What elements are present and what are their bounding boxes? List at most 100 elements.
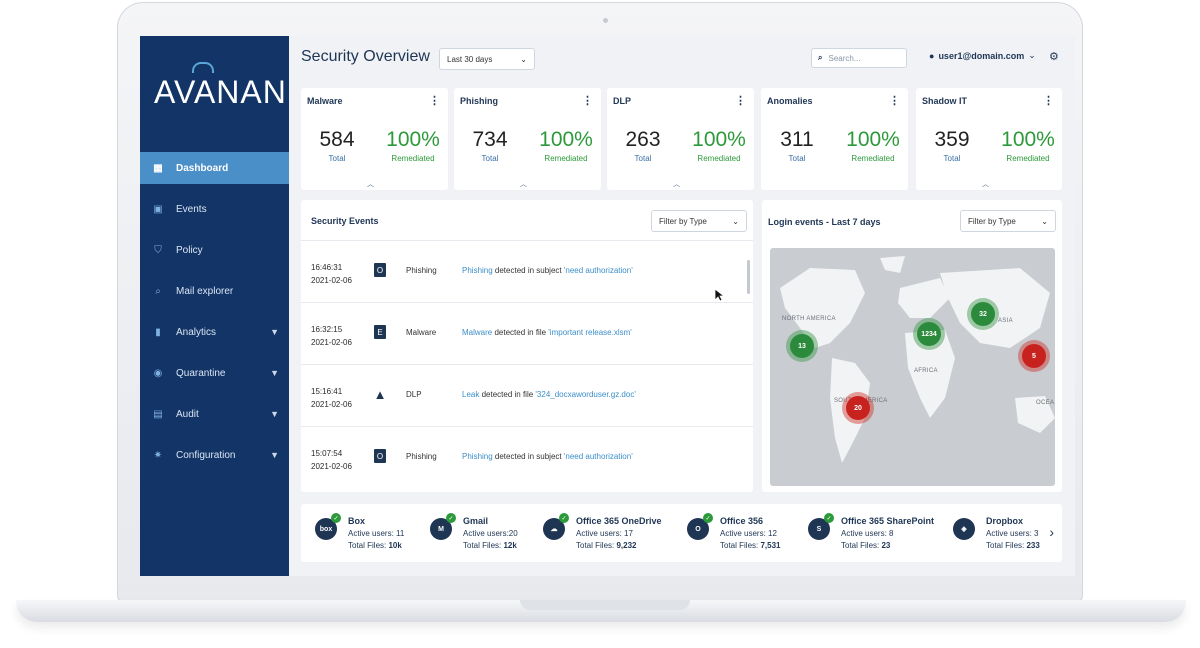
chevron-down-icon: ▼ xyxy=(270,450,279,460)
sidebar-item-mail-explorer[interactable]: ⌕ Mail explorer xyxy=(140,275,289,307)
metric-remediated-label: Remediated xyxy=(1006,154,1050,163)
app-files: 12k xyxy=(503,541,517,550)
more-options-icon[interactable]: ⋮ xyxy=(429,95,440,107)
chevron-down-icon: ⌄ xyxy=(1028,50,1036,60)
event-row[interactable]: 15:16:41 2021-02-06 ▲ DLP Leak detected … xyxy=(301,364,753,427)
events-scrollbar[interactable] xyxy=(747,260,750,294)
audit-icon: ▤ xyxy=(153,408,163,420)
event-description: Malware detected in file 'important rele… xyxy=(462,328,632,337)
more-options-icon[interactable]: ⋮ xyxy=(735,95,746,107)
chevron-up-icon[interactable]: ︿ xyxy=(367,181,374,188)
app-name: Gmail xyxy=(463,516,489,526)
login-cluster-marker[interactable]: 13 xyxy=(790,334,814,358)
app-files-label: Total Files: xyxy=(576,541,617,550)
sidebar-item-quarantine[interactable]: ◉ Quarantine ▼ xyxy=(140,357,289,389)
metric-total: 263 xyxy=(625,128,661,151)
event-text: detected in file xyxy=(492,328,549,337)
sidebar-item-policy[interactable]: ⛉ Policy xyxy=(140,234,289,266)
sidebar: AVANAN ▦ Dashboard ▣ Events ⛉ Policy ⌕ M… xyxy=(140,36,289,576)
quarantine-icon: ◉ xyxy=(153,367,163,379)
check-icon: ✓ xyxy=(703,513,713,523)
event-time: 15:07:54 xyxy=(311,449,343,458)
metric-total-label: Total xyxy=(788,154,806,163)
laptop-notch xyxy=(520,600,690,610)
chevron-up-icon[interactable]: ︿ xyxy=(520,181,527,188)
metric-remediated: 100% xyxy=(386,128,440,151)
date-range-select[interactable]: Last 30 days ⌄ xyxy=(439,48,535,70)
app-box[interactable]: Box Active users: 11 Total Files: 10k xyxy=(348,516,404,552)
world-map[interactable]: NORTH AMERICA ASIA AFRICA SOUTH AMERICA … xyxy=(770,248,1055,486)
app-screen: AVANAN ▦ Dashboard ▣ Events ⛉ Policy ⌕ M… xyxy=(140,36,1075,576)
app-users: Active users: 17 xyxy=(576,529,633,538)
event-timestamp: 16:32:15 2021-02-06 xyxy=(311,323,352,349)
event-date: 2021-02-06 xyxy=(311,400,352,409)
event-subject: 'need authorization' xyxy=(563,266,633,275)
more-options-icon[interactable]: ⋮ xyxy=(1043,95,1054,107)
more-options-icon[interactable]: ⋮ xyxy=(582,95,593,107)
event-row[interactable]: 16:46:31 2021-02-06 O Phishing Phishing … xyxy=(301,240,753,303)
sidebar-item-analytics[interactable]: ▮ Analytics ▼ xyxy=(140,316,289,348)
security-events-panel: Security Events Filter by Type ⌄ 16:46:3… xyxy=(301,200,753,492)
page-title: Security Overview xyxy=(301,48,430,65)
sidebar-item-label: Mail explorer xyxy=(176,285,234,297)
metric-remediated-label: Remediated xyxy=(697,154,741,163)
app-gmail[interactable]: Gmail Active users:20 Total Files: 12k xyxy=(463,516,518,552)
chevron-up-icon[interactable]: ︿ xyxy=(673,181,680,188)
logo-umbrella-icon xyxy=(192,62,214,73)
settings-gear-icon[interactable]: ⚙ xyxy=(1049,51,1059,63)
login-cluster-marker[interactable]: 5 xyxy=(1022,344,1046,368)
app-files-label: Total Files: xyxy=(841,541,882,550)
chevron-up-icon[interactable]: ︿ xyxy=(982,181,989,188)
app-onedrive[interactable]: Office 365 OneDrive Active users: 17 Tot… xyxy=(576,516,662,552)
more-options-icon[interactable]: ⋮ xyxy=(889,95,900,107)
gear-icon: ✷ xyxy=(153,449,163,461)
app-users: Active users:20 xyxy=(463,529,518,538)
event-link[interactable]: Leak xyxy=(462,390,480,399)
app-sharepoint[interactable]: Office 365 SharePoint Active users: 8 To… xyxy=(841,516,934,552)
calendar-icon: ▣ xyxy=(153,203,163,215)
app-dropbox[interactable]: Dropbox Active users: 3 Total Files: 233 xyxy=(986,516,1040,552)
sidebar-item-events[interactable]: ▣ Events xyxy=(140,193,289,225)
gmail-icon: M xyxy=(430,518,452,540)
check-icon: ✓ xyxy=(559,513,569,523)
metric-total: 734 xyxy=(472,128,508,151)
event-link[interactable]: Phishing xyxy=(462,266,493,275)
chevron-down-icon: ⌄ xyxy=(1041,216,1048,226)
app-files: 9,232 xyxy=(616,541,637,550)
metric-total-label: Total xyxy=(328,154,346,163)
sidebar-item-dashboard[interactable]: ▦ Dashboard xyxy=(140,152,289,184)
login-filter-select[interactable]: Filter by Type ⌄ xyxy=(960,210,1056,232)
app-files-label: Total Files: xyxy=(986,541,1027,550)
event-description: Phishing detected in subject 'need autho… xyxy=(462,452,633,461)
filter-value: Filter by Type xyxy=(659,216,707,226)
connected-apps-bar: box ✓ Box Active users: 11 Total Files: … xyxy=(301,504,1062,562)
metric-title: Malware xyxy=(307,96,343,106)
events-filter-select[interactable]: Filter by Type ⌄ xyxy=(651,210,747,232)
login-cluster-marker[interactable]: 20 xyxy=(846,396,870,420)
metric-title: Shadow IT xyxy=(922,96,967,106)
event-link[interactable]: Phishing xyxy=(462,452,493,461)
search-input[interactable]: ⌕ Search... xyxy=(811,48,907,68)
analytics-icon: ▮ xyxy=(155,326,161,338)
user-menu[interactable]: ● user1@domain.com ⌄ xyxy=(929,50,1036,61)
metric-remediated: 100% xyxy=(539,128,593,151)
event-description: Leak detected in file '324_docxaworduser… xyxy=(462,390,636,399)
chevron-right-icon[interactable]: › xyxy=(1049,524,1054,540)
login-cluster-marker[interactable]: 1234 xyxy=(917,322,941,346)
event-timestamp: 16:46:31 2021-02-06 xyxy=(311,261,352,287)
app-files: 233 xyxy=(1026,541,1040,550)
event-link[interactable]: Malware xyxy=(462,328,493,337)
event-description: Phishing detected in subject 'need autho… xyxy=(462,266,633,275)
app-office[interactable]: Office 356 Active users: 12 Total Files:… xyxy=(720,516,781,552)
user-icon: ● xyxy=(929,50,935,61)
event-row[interactable]: 16:32:15 2021-02-06 E Malware Malware de… xyxy=(301,302,753,365)
event-row[interactable]: 15:07:54 2021-02-06 O Phishing Phishing … xyxy=(301,426,753,489)
metric-title: Anomalies xyxy=(767,96,813,106)
login-cluster-marker[interactable]: 32 xyxy=(971,302,995,326)
event-type: Malware xyxy=(406,328,437,337)
check-icon: ✓ xyxy=(824,513,834,523)
check-icon: ✓ xyxy=(331,513,341,523)
search-placeholder: Search... xyxy=(828,53,861,63)
sidebar-item-configuration[interactable]: ✷ Configuration ▼ xyxy=(140,439,289,471)
sidebar-item-audit[interactable]: ▤ Audit ▼ xyxy=(140,398,289,430)
